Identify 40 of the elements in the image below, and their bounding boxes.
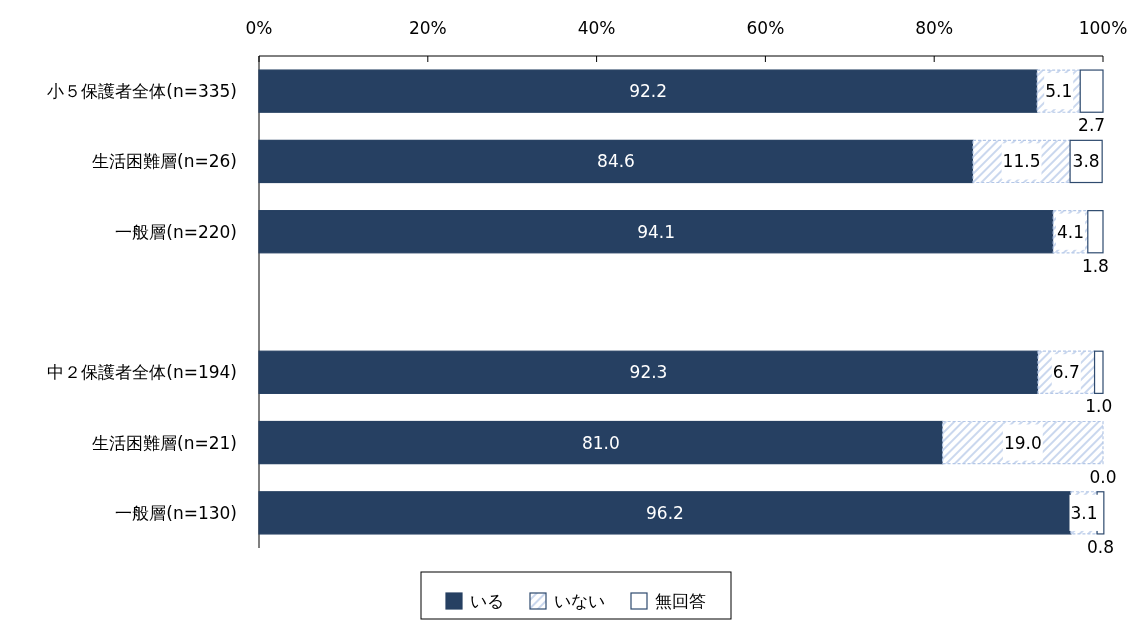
x-tick-label: 60%	[746, 18, 785, 38]
x-tick-label: 40%	[577, 18, 616, 38]
data-label: 6.7	[1052, 362, 1080, 383]
data-label: 92.2	[629, 81, 668, 102]
data-label: 0.0	[1089, 466, 1117, 487]
data-label: 3.8	[1072, 151, 1100, 172]
data-label: 4.1	[1056, 221, 1085, 242]
legend-label: 無回答	[655, 591, 706, 611]
y-tick-label: 一般層(n=130)	[115, 502, 237, 523]
y-tick-label: 中２保護者全体(n=194)	[47, 362, 237, 383]
x-tick-label: 80%	[915, 18, 954, 38]
data-label: 2.7	[1078, 115, 1106, 136]
y-tick-label: 生活困難層(n=26)	[92, 151, 237, 172]
legend-label: いない	[554, 591, 605, 611]
data-label: 92.3	[629, 362, 668, 383]
bar	[258, 420, 944, 465]
y-tick-label: 一般層(n=220)	[115, 221, 237, 242]
legend-label: いる	[470, 591, 504, 611]
y-tick-label: 小５保護者全体(n=335)	[47, 81, 237, 102]
bar	[258, 69, 1038, 113]
data-label: 3.1	[1070, 502, 1098, 523]
x-tick-label: 20%	[408, 18, 447, 38]
bar	[1079, 69, 1104, 113]
data-label: 1.0	[1085, 396, 1113, 417]
x-tick-label: 100%	[1078, 18, 1128, 38]
data-label: 1.8	[1081, 255, 1109, 276]
data-label: 5.1	[1045, 81, 1073, 102]
data-label: 96.2	[646, 502, 684, 523]
data-label: 81.0	[581, 432, 620, 453]
bar	[258, 139, 974, 184]
data-label: 19.0	[1003, 432, 1042, 453]
data-label: 84.6	[597, 151, 635, 172]
data-label: 0.8	[1086, 536, 1114, 557]
y-tick-label: 生活困難層(n=21)	[92, 432, 237, 453]
bar	[1069, 139, 1103, 184]
data-label: 11.5	[1002, 151, 1041, 172]
data-label: 94.1	[637, 221, 676, 242]
bar	[258, 350, 1039, 394]
bar	[1093, 350, 1104, 394]
x-tick-label: 0%	[245, 18, 273, 38]
